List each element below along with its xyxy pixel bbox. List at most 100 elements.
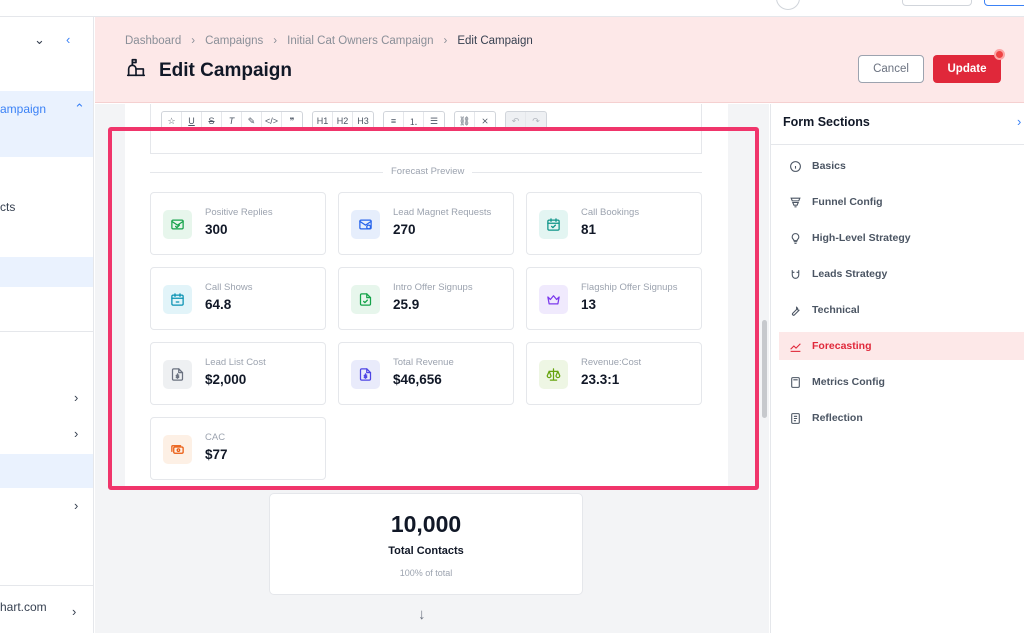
section-reflection[interactable]: Reflection [779, 404, 1024, 432]
file-check-icon [351, 285, 380, 314]
cancel-button[interactable]: Cancel [858, 55, 924, 83]
magnet-icon [789, 268, 802, 281]
stat-card: Lead Magnet Requests 270 [338, 192, 514, 255]
stat-label: Positive Replies [205, 207, 273, 218]
sidebar-item-active[interactable] [0, 257, 93, 287]
section-technical[interactable]: Technical [779, 296, 1024, 324]
stat-label: Total Revenue [393, 357, 454, 368]
chevron-right-icon[interactable]: › [74, 498, 79, 513]
sidebar-item-campaign[interactable] [0, 91, 93, 157]
redo-icon[interactable]: ↷ [532, 115, 540, 126]
link-icon[interactable]: ⛓ [455, 112, 475, 130]
breadcrumb-separator: › [443, 35, 448, 47]
sidebar-item-active[interactable] [0, 454, 93, 488]
top-bar [0, 0, 1024, 17]
divider [0, 331, 93, 332]
left-sidebar: ⌄ ‹ ampaign ⌃ cts › › › hart.com › [0, 17, 94, 633]
section-label: Metrics Config [812, 376, 885, 388]
stat-card: Flagship Offer Signups 13 [526, 267, 702, 330]
top-button[interactable] [902, 0, 972, 6]
section-label: Basics [812, 160, 846, 172]
sidebar-item-label[interactable]: cts [0, 200, 16, 214]
info-icon [789, 160, 802, 173]
campaign-mailbox-icon [125, 57, 147, 84]
section-basics[interactable]: Basics [779, 152, 1024, 180]
undo-icon[interactable]: ↶ [506, 112, 526, 130]
stat-label: Flagship Offer Signups [581, 282, 678, 293]
stat-card: Intro Offer Signups 25.9 [338, 267, 514, 330]
unlink-icon[interactable]: ⨯ [481, 115, 489, 126]
code-icon[interactable]: </> [262, 112, 282, 130]
heading-1-icon[interactable]: H1 [313, 112, 333, 130]
section-forecasting[interactable]: Forecasting [779, 332, 1024, 360]
sidebar-item-label: ampaign [0, 102, 47, 116]
breadcrumb-dashboard[interactable]: Dashboard [125, 35, 182, 47]
highlight-icon[interactable]: ✎ [242, 112, 262, 130]
breadcrumb-separator: › [191, 35, 196, 47]
page-header: Dashboard › Campaigns › Initial Cat Owne… [95, 17, 1024, 103]
crown-icon [539, 285, 568, 314]
cash-icon [163, 435, 192, 464]
section-label: Leads Strategy [812, 268, 888, 280]
star-icon[interactable]: ☆ [162, 112, 182, 130]
ordered-list-icon[interactable]: ⒈ [404, 112, 424, 130]
heading-3-icon[interactable]: H3 [357, 116, 369, 126]
breadcrumb-campaign[interactable]: Initial Cat Owners Campaign [287, 35, 434, 47]
chevron-up-icon[interactable]: ⌃ [74, 101, 85, 116]
stat-value: 25.9 [393, 297, 420, 312]
file-dollar-icon [163, 360, 192, 389]
account-email: hart.com [0, 600, 47, 614]
stat-card: Call Shows 64.8 [150, 267, 326, 330]
section-leads-strategy[interactable]: Leads Strategy [779, 260, 1024, 288]
total-contacts-value: 10,000 [390, 511, 462, 537]
breadcrumb-current: Edit Campaign [457, 35, 533, 47]
top-button-primary[interactable] [984, 0, 1024, 6]
stat-value: 81 [581, 222, 597, 237]
stat-card: Positive Replies 300 [150, 192, 326, 255]
arrow-down-icon: ↓ [418, 606, 426, 623]
scale-icon [539, 360, 568, 389]
stat-label: CAC [205, 432, 226, 443]
collapse-sidebar-icon[interactable]: ‹ [66, 32, 71, 47]
align-icon[interactable]: ≡ [384, 112, 404, 130]
chevron-down-icon[interactable]: ⌄ [34, 32, 45, 47]
section-metrics-config[interactable]: Metrics Config [779, 368, 1024, 396]
section-label: High-Level Strategy [812, 232, 911, 244]
underline-icon[interactable]: U [182, 112, 202, 130]
panel-title: Form Sections [783, 115, 870, 129]
stat-label: Revenue:Cost [581, 357, 642, 368]
stat-card: Total Revenue $46,656 [338, 342, 514, 405]
tool-icon [789, 304, 802, 317]
avatar[interactable] [776, 0, 800, 10]
stat-card: Revenue:Cost 23.3:1 [526, 342, 702, 405]
total-contacts-label: Total Contacts [388, 545, 464, 557]
stat-card: CAC $77 [150, 417, 326, 480]
stat-value: $77 [205, 447, 228, 462]
trend-icon [789, 340, 802, 353]
strikethrough-icon[interactable]: S [202, 112, 222, 130]
chevron-right-icon[interactable]: › [74, 426, 79, 441]
chevron-right-icon[interactable]: › [1017, 114, 1022, 129]
bulb-icon [789, 232, 802, 245]
breadcrumb-campaigns[interactable]: Campaigns [205, 35, 264, 47]
calculator-icon [789, 376, 802, 389]
clear-format-icon[interactable]: T [222, 112, 242, 130]
scrollbar-thumb[interactable] [762, 320, 767, 418]
heading-2-icon[interactable]: H2 [333, 112, 353, 130]
stat-card: Lead List Cost $2,000 [150, 342, 326, 405]
total-contacts-percent: 100% of total [399, 568, 453, 578]
stat-value: 23.3:1 [581, 372, 620, 387]
update-button[interactable]: Update [933, 55, 1001, 83]
section-funnel-config[interactable]: Funnel Config [779, 188, 1024, 216]
quote-icon[interactable]: ❞ [289, 115, 295, 126]
mail-request-icon [351, 210, 380, 239]
bullet-list-icon[interactable]: ☰ [429, 115, 439, 126]
divider [771, 144, 1024, 145]
chevron-right-icon[interactable]: › [74, 390, 79, 405]
section-high-level-strategy[interactable]: High-Level Strategy [779, 224, 1024, 252]
total-contacts-card: 10,000 Total Contacts 100% of total [269, 493, 583, 595]
breadcrumb-separator: › [273, 35, 278, 47]
divider [0, 585, 93, 586]
stat-value: $2,000 [205, 372, 247, 387]
chevron-right-icon[interactable]: › [72, 604, 77, 619]
